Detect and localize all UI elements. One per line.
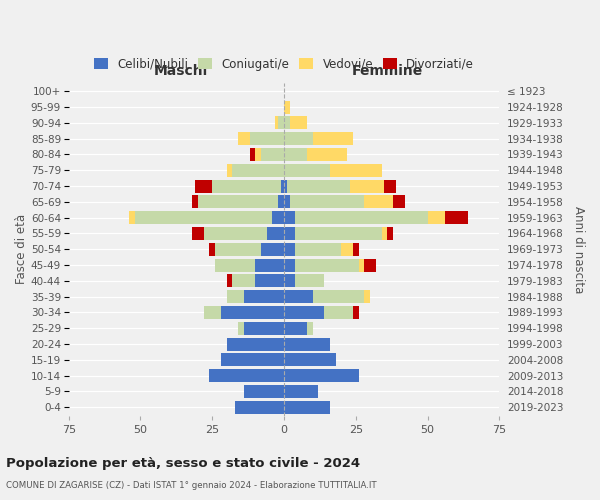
Text: Popolazione per età, sesso e stato civile - 2024: Popolazione per età, sesso e stato civil…: [6, 458, 360, 470]
Text: COMUNE DI ZAGARISE (CZ) - Dati ISTAT 1° gennaio 2024 - Elaborazione TUTTITALIA.I: COMUNE DI ZAGARISE (CZ) - Dati ISTAT 1° …: [6, 481, 377, 490]
Bar: [284, 211, 295, 224]
Bar: [227, 290, 244, 303]
Bar: [244, 290, 284, 303]
Bar: [313, 132, 353, 145]
Bar: [295, 243, 341, 256]
Bar: [221, 306, 284, 319]
Bar: [195, 180, 212, 192]
Y-axis label: Anni di nascita: Anni di nascita: [572, 206, 585, 293]
Bar: [255, 258, 284, 272]
Bar: [428, 211, 445, 224]
Bar: [359, 258, 364, 272]
Bar: [284, 338, 330, 350]
Bar: [364, 290, 370, 303]
Bar: [227, 164, 232, 177]
Bar: [341, 243, 353, 256]
Bar: [284, 227, 295, 240]
Bar: [209, 243, 215, 256]
Text: Maschi: Maschi: [154, 64, 208, 78]
Bar: [382, 227, 388, 240]
Bar: [307, 148, 347, 161]
Bar: [284, 116, 290, 130]
Bar: [353, 306, 359, 319]
Bar: [281, 180, 284, 192]
Bar: [203, 306, 221, 319]
Bar: [364, 258, 376, 272]
Bar: [278, 116, 284, 130]
Bar: [255, 148, 261, 161]
Bar: [284, 164, 330, 177]
Bar: [330, 164, 382, 177]
Bar: [393, 196, 404, 208]
Bar: [250, 132, 284, 145]
Bar: [192, 196, 198, 208]
Bar: [284, 148, 307, 161]
Bar: [232, 274, 255, 287]
Bar: [272, 211, 284, 224]
Bar: [129, 211, 134, 224]
Bar: [284, 196, 290, 208]
Bar: [203, 227, 267, 240]
Bar: [275, 116, 278, 130]
Bar: [235, 401, 284, 414]
Bar: [209, 369, 284, 382]
Bar: [238, 322, 244, 335]
Bar: [307, 322, 313, 335]
Bar: [287, 180, 350, 192]
Bar: [284, 274, 295, 287]
Bar: [244, 385, 284, 398]
Bar: [295, 211, 428, 224]
Bar: [385, 180, 396, 192]
Bar: [284, 401, 330, 414]
Bar: [295, 258, 359, 272]
Bar: [221, 354, 284, 366]
Bar: [284, 290, 313, 303]
Bar: [284, 258, 295, 272]
Bar: [284, 132, 313, 145]
Bar: [324, 306, 353, 319]
Bar: [238, 132, 250, 145]
Bar: [261, 148, 284, 161]
Bar: [290, 196, 364, 208]
Text: Femmine: Femmine: [352, 64, 423, 78]
Bar: [284, 180, 287, 192]
Bar: [295, 274, 324, 287]
Bar: [227, 338, 284, 350]
Bar: [284, 322, 307, 335]
Bar: [212, 180, 281, 192]
Bar: [215, 258, 255, 272]
Bar: [278, 196, 284, 208]
Bar: [284, 306, 324, 319]
Bar: [244, 322, 284, 335]
Bar: [267, 227, 284, 240]
Bar: [284, 369, 359, 382]
Bar: [284, 354, 335, 366]
Bar: [261, 243, 284, 256]
Bar: [313, 290, 364, 303]
Bar: [364, 196, 393, 208]
Bar: [227, 274, 232, 287]
Bar: [232, 164, 284, 177]
Bar: [350, 180, 385, 192]
Bar: [215, 243, 261, 256]
Bar: [192, 227, 203, 240]
Bar: [295, 227, 382, 240]
Y-axis label: Fasce di età: Fasce di età: [15, 214, 28, 284]
Bar: [134, 211, 272, 224]
Bar: [284, 243, 295, 256]
Bar: [388, 227, 393, 240]
Bar: [445, 211, 467, 224]
Bar: [290, 116, 307, 130]
Bar: [250, 148, 255, 161]
Bar: [284, 100, 290, 114]
Legend: Celibi/Nubili, Coniugati/e, Vedovi/e, Divorziati/e: Celibi/Nubili, Coniugati/e, Vedovi/e, Di…: [92, 55, 476, 73]
Bar: [198, 196, 278, 208]
Bar: [353, 243, 359, 256]
Bar: [284, 385, 319, 398]
Bar: [255, 274, 284, 287]
